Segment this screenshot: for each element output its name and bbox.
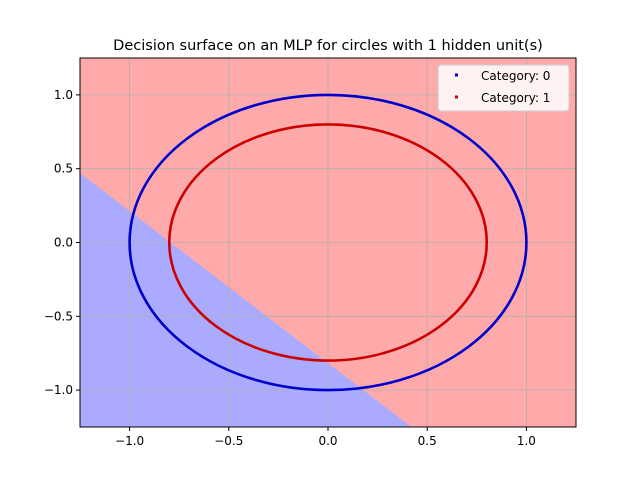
legend-label-category-0: Category: 0 — [481, 69, 550, 83]
legend-marker-category-1 — [455, 95, 458, 99]
y-tick-label-3: −0.5 — [44, 309, 73, 323]
series-points-category-0 — [128, 93, 528, 392]
chart-title: Decision surface on an MLP for circles w… — [113, 38, 543, 54]
plot-area — [80, 58, 576, 427]
y-tick-label-4: −1.0 — [44, 383, 73, 397]
x-tick-label-3: 0.5 — [418, 434, 437, 448]
x-tick-label-4: 1.0 — [517, 434, 536, 448]
decision-region-category-0 — [80, 173, 412, 427]
legend: Category: 0 Category: 1 — [437, 64, 570, 112]
series-layer — [128, 93, 528, 392]
x-axis: −1.0 −0.5 0.0 0.5 1.0 — [115, 427, 536, 448]
legend-marker-category-0 — [455, 73, 458, 77]
x-tick-label-1: −0.5 — [214, 434, 243, 448]
legend-box — [437, 64, 570, 112]
y-axis: 1.0 0.5 0.0 −0.5 −1.0 — [44, 88, 80, 397]
x-tick-label-0: −1.0 — [115, 434, 144, 448]
y-tick-label-1: 0.5 — [54, 162, 73, 176]
x-tick-label-2: 0.0 — [318, 434, 337, 448]
legend-label-category-1: Category: 1 — [481, 91, 550, 105]
y-tick-label-2: 0.0 — [54, 236, 73, 250]
y-tick-label-0: 1.0 — [54, 88, 73, 102]
series-points-category-1 — [167, 123, 489, 362]
